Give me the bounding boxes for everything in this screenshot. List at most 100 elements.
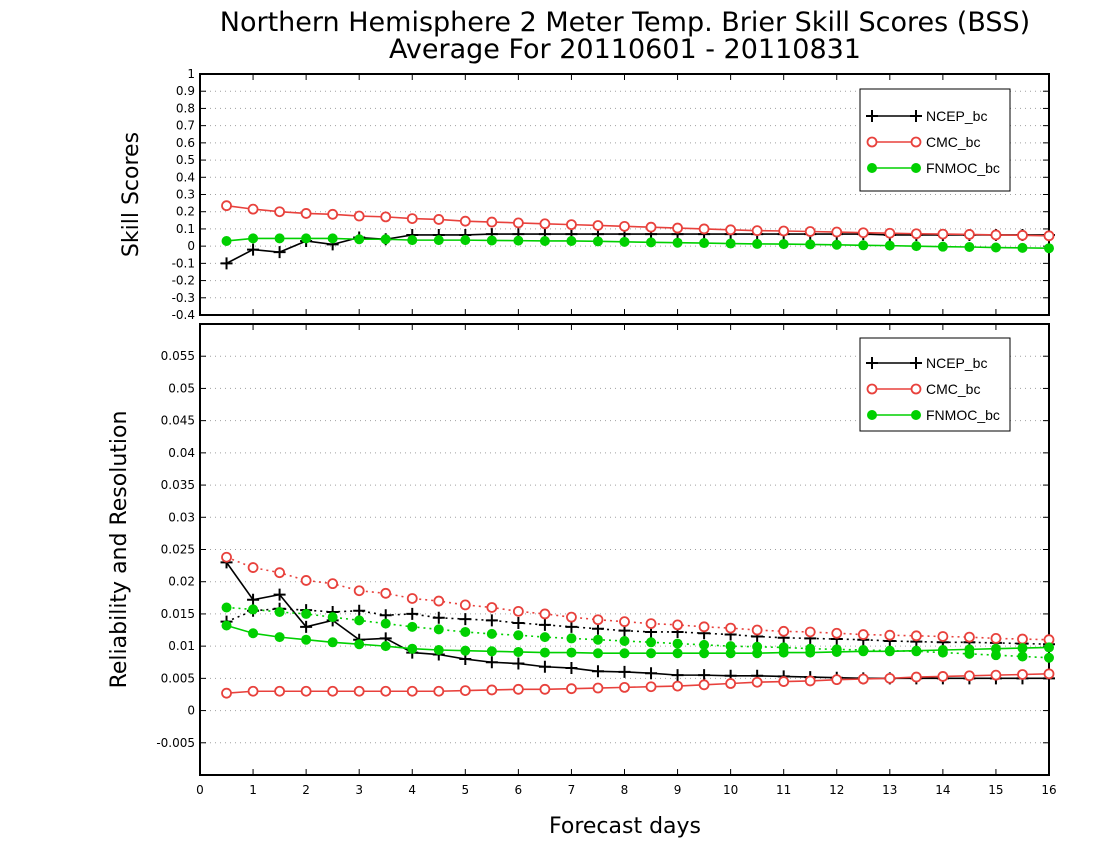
y-tick-label: 0.055 xyxy=(161,349,195,363)
legend-box xyxy=(859,88,1011,192)
data-point xyxy=(857,227,869,239)
legend-entry-NCEP_bc: NCEP_bc xyxy=(866,108,987,124)
data-point xyxy=(591,665,604,678)
data-point xyxy=(752,641,763,652)
data-point xyxy=(248,233,259,244)
data-point xyxy=(486,646,497,657)
y-tick-label: -0.1 xyxy=(172,256,195,270)
data-point xyxy=(433,645,444,656)
x-tick-label: 10 xyxy=(723,783,738,797)
data-point xyxy=(911,241,922,252)
data-point xyxy=(725,224,737,236)
data-point xyxy=(964,648,975,659)
data-point xyxy=(858,645,869,656)
data-point xyxy=(354,234,365,245)
data-point xyxy=(964,670,975,682)
data-point xyxy=(274,606,285,617)
skill-score-panel: -0.4 -0.3 -0.2 -0.1 0 0.1 0.2 0.3 0.4 0.5 0.6 0.7 0.… xyxy=(119,67,1055,322)
data-point xyxy=(432,611,445,624)
x-tick-label: 15 xyxy=(988,783,1003,797)
data-point xyxy=(937,631,949,642)
data-point xyxy=(273,246,286,259)
data-point xyxy=(406,213,418,225)
data-point xyxy=(539,235,550,246)
data-point xyxy=(672,638,683,649)
y-tick-label: 0.015 xyxy=(161,607,195,621)
legend-marker xyxy=(866,383,878,395)
series-FNMOC_bc-reliability xyxy=(221,620,1054,659)
data-point xyxy=(353,585,365,597)
y-tick-label: 0.05 xyxy=(168,381,195,395)
data-point xyxy=(990,242,1001,253)
legend-label: FNMOC_bc xyxy=(926,160,1000,176)
data-point xyxy=(831,627,843,639)
data-point xyxy=(273,588,286,601)
data-point xyxy=(221,687,232,699)
data-point xyxy=(699,648,710,659)
data-point xyxy=(327,637,338,648)
data-point xyxy=(485,614,498,627)
data-point xyxy=(804,226,816,237)
y-axis-label: Reliability and Resolution xyxy=(107,411,132,689)
data-point xyxy=(857,673,869,685)
data-point xyxy=(751,676,763,688)
data-point xyxy=(990,650,1001,661)
data-point xyxy=(538,618,551,631)
data-point xyxy=(512,217,524,229)
data-point xyxy=(592,614,604,626)
data-point xyxy=(380,618,391,629)
legend-entry-NCEP_bc: NCEP_bc xyxy=(866,355,987,371)
data-point xyxy=(539,647,550,658)
data-point xyxy=(831,226,843,238)
series-NCEP_bc-reliability xyxy=(220,556,1055,685)
data-point xyxy=(672,648,683,659)
y-tick-label: 0.2 xyxy=(176,205,195,219)
data-point xyxy=(698,223,710,235)
legend-entry-CMC_bc: CMC_bc xyxy=(866,381,980,397)
data-point xyxy=(831,644,842,655)
data-point xyxy=(221,200,232,212)
data-point xyxy=(698,669,711,682)
data-point xyxy=(247,562,259,573)
series-line xyxy=(226,673,1050,694)
data-point xyxy=(1017,242,1028,253)
data-point xyxy=(274,206,285,218)
data-point xyxy=(937,228,949,240)
y-tick-label: 0.025 xyxy=(161,543,195,557)
data-point xyxy=(619,236,630,247)
data-point xyxy=(274,233,285,244)
reliability-resolution-panel: -0.005 0 0.005 0.01 0.015 0.02 0.025 0.03 0.035 0… xyxy=(107,323,1055,776)
data-point xyxy=(486,602,498,613)
data-point xyxy=(858,240,869,251)
x-tick-label: 11 xyxy=(776,783,791,797)
y-tick-label: -0.3 xyxy=(172,291,195,305)
data-point xyxy=(884,240,895,251)
legend-entry-CMC_bc: CMC_bc xyxy=(866,134,980,150)
data-point xyxy=(512,683,524,695)
data-point xyxy=(354,615,365,626)
data-point xyxy=(406,685,418,697)
legend-label: NCEP_bc xyxy=(926,108,987,124)
legend: NCEP_bc CMC_bc FNMOC_bc xyxy=(859,337,1011,432)
data-point xyxy=(274,685,285,697)
data-point xyxy=(646,648,657,659)
x-tick-label: 14 xyxy=(935,783,950,797)
data-point xyxy=(460,626,471,637)
data-point xyxy=(672,619,683,631)
y-tick-label: 0.7 xyxy=(176,119,195,133)
data-point xyxy=(645,681,657,693)
data-point xyxy=(300,575,312,586)
data-point xyxy=(937,647,948,658)
x-tick-label: 13 xyxy=(882,783,897,797)
data-point xyxy=(327,208,339,220)
data-point xyxy=(804,626,816,638)
data-point xyxy=(619,220,630,232)
y-tick-label: 0.005 xyxy=(161,671,195,685)
data-point xyxy=(619,616,630,628)
data-point xyxy=(460,645,471,656)
data-point xyxy=(592,682,604,694)
data-point xyxy=(512,605,524,617)
data-point xyxy=(672,680,683,692)
data-point xyxy=(433,624,444,635)
data-point xyxy=(380,234,391,245)
